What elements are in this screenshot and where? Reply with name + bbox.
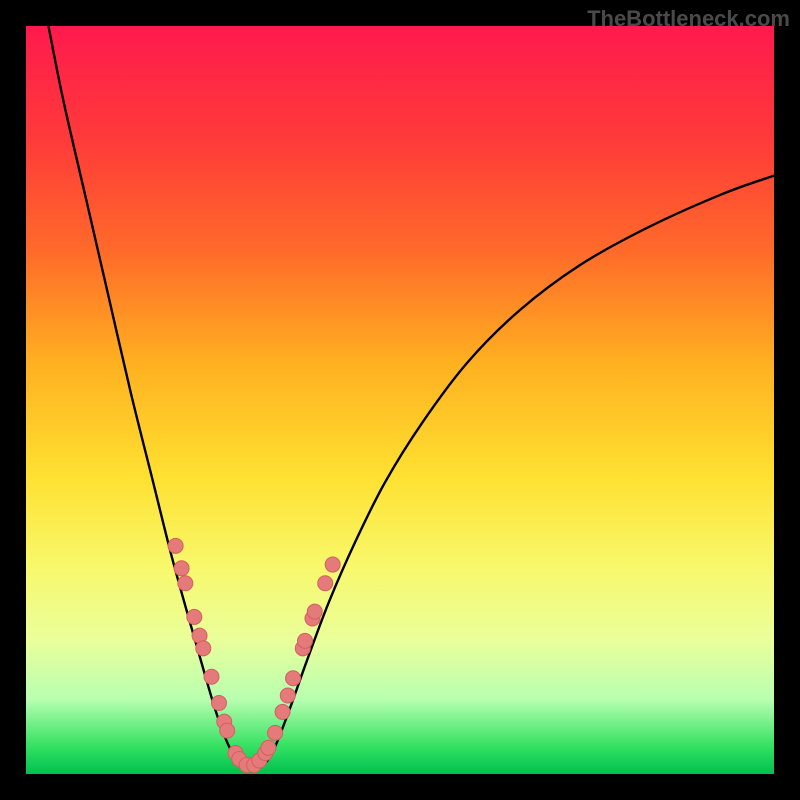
marker-point	[178, 576, 193, 591]
marker-point	[307, 604, 322, 619]
marker-point	[187, 609, 202, 624]
watermark-text: TheBottleneck.com	[587, 6, 790, 32]
chart-stage: TheBottleneck.com	[0, 0, 800, 800]
marker-point	[268, 725, 283, 740]
marker-point	[275, 704, 290, 719]
marker-point	[318, 576, 333, 591]
plot-background	[26, 26, 774, 774]
marker-point	[298, 633, 313, 648]
marker-point	[196, 641, 211, 656]
marker-point	[220, 723, 235, 738]
marker-point	[286, 671, 301, 686]
marker-point	[204, 669, 219, 684]
marker-point	[280, 688, 295, 703]
marker-point	[174, 561, 189, 576]
marker-point	[261, 740, 276, 755]
marker-point	[325, 557, 340, 572]
bottleneck-chart	[0, 0, 800, 800]
marker-point	[168, 538, 183, 553]
marker-point	[211, 695, 226, 710]
